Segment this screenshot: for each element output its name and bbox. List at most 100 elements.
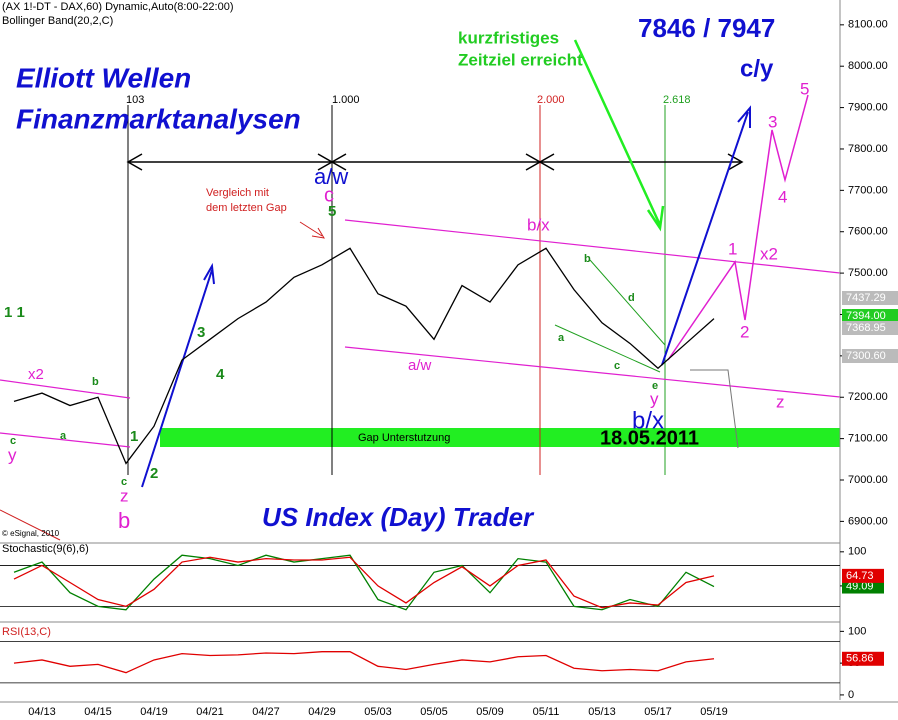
annotation: e xyxy=(652,380,658,392)
x-tick-label: 05/03 xyxy=(364,706,392,718)
annotation: z xyxy=(776,392,785,411)
y-tick-label: 7500.00 xyxy=(848,267,888,279)
last-value-label: 56.86 xyxy=(846,653,874,665)
annotation: c xyxy=(614,360,620,372)
projection-path xyxy=(667,94,809,361)
price-label-box xyxy=(842,291,898,305)
arrow xyxy=(299,221,325,239)
y-tick-label: 7800.00 xyxy=(848,143,888,155)
line xyxy=(690,369,739,449)
y-tick-label: 8100.00 xyxy=(848,19,888,31)
annotation: a/w xyxy=(314,164,348,189)
fib-lines xyxy=(127,105,333,475)
x-tick-label: 05/17 xyxy=(644,706,672,718)
y-tick-label: 6900.00 xyxy=(848,515,888,527)
annotation: c xyxy=(324,184,334,206)
last-value-label: 49.09 xyxy=(846,580,874,592)
annotation: 3 xyxy=(768,112,777,131)
annotation: 103 xyxy=(126,94,144,106)
annotation: 7846 / 7947 xyxy=(638,13,775,43)
x-tick-label: 05/05 xyxy=(420,706,448,718)
panel-frames xyxy=(0,0,898,703)
y-tick-label: 7900.00 xyxy=(848,101,888,113)
last-value-box xyxy=(842,568,884,583)
annotation: 4 xyxy=(216,366,225,383)
annotation: 5 xyxy=(800,79,809,98)
price-label: 7437.29 xyxy=(846,292,886,304)
x-tick-label: 04/29 xyxy=(308,706,336,718)
y-tick-label: 100 xyxy=(848,546,866,558)
annotation: a/w xyxy=(408,357,432,374)
annotation: dem letzten Gap xyxy=(206,202,287,214)
x-tick-label: 05/19 xyxy=(700,706,728,718)
x-tick-label: 04/19 xyxy=(140,706,168,718)
annotation: 18.05.2011 xyxy=(600,427,699,449)
annotation: x2 xyxy=(28,366,44,383)
annotation: b/x xyxy=(632,407,664,434)
y-tick-label: 7700.00 xyxy=(848,184,888,196)
annotation: b xyxy=(118,508,130,533)
annotations: Elliott Wellen Finanzmarktanalysen 103 1… xyxy=(2,13,809,538)
last-value-label: 64.73 xyxy=(846,570,874,582)
price-label-box xyxy=(842,321,898,335)
annotation: 3 xyxy=(197,324,205,341)
annotation: b xyxy=(92,376,99,388)
last-value-box xyxy=(842,579,884,594)
annotation: a xyxy=(60,430,67,442)
x-tick-label: 04/21 xyxy=(196,706,224,718)
channel xyxy=(0,219,841,448)
price-label-box xyxy=(842,349,898,363)
subtitle: Bollinger Band(20,2,C) xyxy=(2,15,113,27)
annotation: c xyxy=(121,476,127,488)
x-tick-label: 04/27 xyxy=(252,706,280,718)
price-label: 7394.00 xyxy=(846,310,886,322)
y-tick-label: 100 xyxy=(848,625,866,637)
y-tick-label: 7200.00 xyxy=(848,391,888,403)
annotation: 2 xyxy=(150,465,158,482)
arrow xyxy=(573,39,665,232)
series-line xyxy=(13,554,715,611)
gap-zone xyxy=(160,428,840,447)
x-tick-label: 05/09 xyxy=(476,706,504,718)
annotation: 2.618 xyxy=(663,94,691,106)
y-tick-label: 0 xyxy=(848,689,854,701)
x-tick-label: 05/13 xyxy=(588,706,616,718)
line xyxy=(0,509,61,541)
annotation: Elliott Wellen xyxy=(16,62,191,93)
annotation: 2 xyxy=(740,322,749,341)
annotation: d xyxy=(628,292,635,304)
annotation: y xyxy=(8,445,17,464)
price-label: 7300.60 xyxy=(846,350,886,362)
x-tick-label: 04/13 xyxy=(28,706,56,718)
annotation: © eSignal, 2010 xyxy=(2,529,60,538)
y-tick-label: 7100.00 xyxy=(848,433,888,445)
annotation: US Index (Day) Trader xyxy=(262,502,535,532)
annotation: b xyxy=(584,253,591,265)
triangle xyxy=(554,259,666,373)
series-line xyxy=(13,247,715,465)
x-tick-label: 04/15 xyxy=(84,706,112,718)
projection-arrows xyxy=(141,105,751,488)
annotation: x2 xyxy=(760,244,778,263)
annotation: b/x xyxy=(527,215,550,234)
annotation: 1 1 xyxy=(4,304,25,321)
chart-title: (AX 1!-DT - DAX,60) Dynamic,Auto(8:00-22… xyxy=(2,1,234,13)
price-label: 7368.95 xyxy=(846,322,886,334)
annotation: c xyxy=(10,435,16,447)
y-tick-label: 7000.00 xyxy=(848,474,888,486)
annotation: 1 xyxy=(130,428,138,445)
panel-title: RSI(13,C) xyxy=(2,626,51,638)
annotation: Zeitziel erreicht xyxy=(458,50,583,69)
series-line xyxy=(13,556,715,609)
annotation: kurzfristiges xyxy=(458,28,559,47)
annotation: 4 xyxy=(778,187,787,206)
annotation: y xyxy=(650,389,659,408)
annotation: 5 xyxy=(328,203,336,220)
panel-title: Stochastic(9(6),6) xyxy=(2,543,89,555)
annotation: 2.000 xyxy=(537,94,565,106)
annotation: 1.000 xyxy=(332,94,360,106)
annotation: c/y xyxy=(740,55,774,82)
annotation: Vergleich mit xyxy=(206,187,269,199)
x-tick-label: 05/11 xyxy=(533,706,560,718)
